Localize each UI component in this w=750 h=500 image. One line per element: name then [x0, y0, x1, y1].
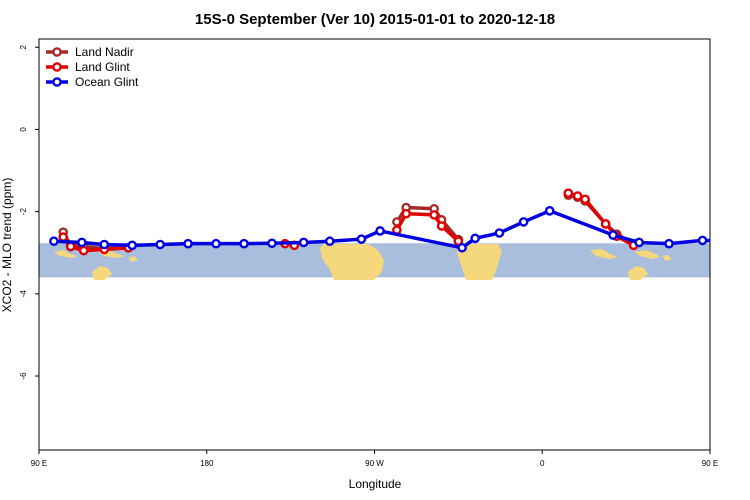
data-point-ocean-glint: [155, 239, 165, 250]
data-point-land-glint: [65, 241, 76, 252]
x-tick-label: 0: [540, 459, 545, 468]
data-point-land-glint: [600, 219, 611, 229]
legend-label-land-glint: Land Glint: [75, 60, 130, 74]
data-point-ocean-glint: [375, 226, 385, 236]
data-point-ocean-glint: [457, 242, 467, 253]
data-point-ocean-glint: [267, 238, 277, 249]
series-line-land-nadir: [740, 232, 750, 248]
data-point-ocean-glint: [356, 234, 367, 244]
data-point-ocean-glint: [494, 228, 505, 238]
land-south-america: [320, 244, 384, 280]
x-axis: 90 E 180 90 W 0 90 E: [31, 450, 718, 468]
series-ocean-glint: [49, 205, 734, 253]
data-point-land-glint: [572, 191, 583, 201]
land-newguinea-right: [634, 250, 660, 259]
x-tick-label: 90 W: [365, 459, 384, 468]
data-point-ocean-glint: [608, 230, 618, 240]
data-point-land-glint: [563, 188, 574, 198]
land-australia-north-left: [92, 266, 112, 280]
data-point-land-glint: [78, 245, 89, 256]
data-point-land-glint: [58, 232, 69, 242]
data-point-land-glint: [401, 208, 411, 219]
data-point-land-nadir: [744, 241, 750, 248]
data-point-land-glint: [436, 221, 447, 231]
series-line-land-glint: [740, 238, 750, 250]
data-point-ocean-glint: [49, 236, 59, 247]
land-islands-right: [662, 255, 672, 261]
x-tick-label: 90 E: [702, 459, 718, 468]
legend-marker-ocean-glint: [52, 77, 62, 87]
land-indonesia-right: [590, 249, 618, 259]
legend-label-land-nadir: Land Nadir: [75, 45, 134, 59]
data-point-ocean-glint: [544, 205, 555, 216]
x-tick-label: 180: [200, 459, 214, 468]
legend-marker-land-nadir: [52, 47, 62, 57]
x-axis-label: Longitude: [349, 477, 402, 491]
data-point-ocean-glint: [697, 235, 708, 246]
legend-label-ocean-glint: Ocean Glint: [75, 75, 139, 89]
y-axis-label: XCO2 - MLO trend (ppm): [0, 178, 14, 313]
series-group: [49, 188, 750, 256]
data-point-ocean-glint: [127, 240, 137, 251]
data-point-ocean-glint: [470, 233, 480, 244]
map-band: [39, 243, 710, 280]
data-point-land-nadir: [736, 229, 743, 236]
y-tick-label: -4: [19, 290, 28, 298]
data-point-ocean-glint: [664, 238, 674, 249]
land-australia-north-right: [628, 266, 648, 280]
data-point-ocean-glint: [183, 238, 193, 249]
data-point-ocean-glint: [324, 236, 335, 247]
data-point-land-glint: [744, 243, 750, 250]
data-point-land-glint: [580, 194, 590, 205]
data-point-ocean-glint: [518, 217, 529, 227]
y-tick-label: 2: [19, 44, 28, 49]
land-indonesia-left: [54, 250, 78, 258]
data-point-ocean-glint: [99, 239, 110, 250]
data-point-ocean-glint: [727, 238, 734, 245]
data-point-ocean-glint: [77, 237, 87, 248]
y-tick-label: 0: [19, 127, 28, 132]
land-africa: [456, 244, 502, 280]
y-axis: 2 0 -2 -4 -6: [19, 44, 39, 380]
data-point-ocean-glint: [634, 237, 644, 248]
data-point-ocean-glint: [239, 238, 249, 249]
data-point-ocean-glint: [211, 238, 221, 249]
chart-title: 15S-0 September (Ver 10) 2015-01-01 to 2…: [195, 11, 555, 28]
data-point-land-glint: [429, 210, 439, 220]
y-tick-label: -2: [19, 208, 28, 216]
data-point-land-glint: [736, 235, 743, 242]
series-line-ocean-glint: [53, 209, 710, 250]
legend-marker-land-glint: [52, 62, 62, 72]
y-tick-label: -6: [19, 372, 28, 380]
land-masses: [54, 244, 672, 280]
x-tick-label: 90 E: [31, 459, 47, 468]
land-islands-left: [128, 256, 138, 262]
data-point-ocean-glint: [298, 237, 309, 248]
